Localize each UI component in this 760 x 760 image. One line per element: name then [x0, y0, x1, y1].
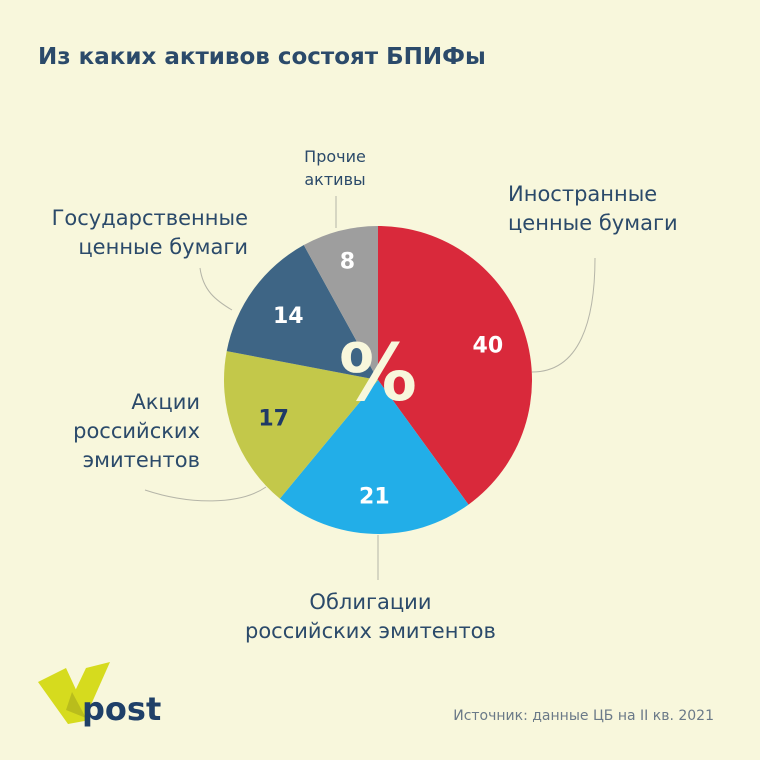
pie-slice	[279, 380, 469, 534]
logo: post	[38, 662, 168, 736]
pie-slice	[226, 245, 378, 380]
label-line: Иностранные	[508, 182, 658, 206]
slice-value-label: 17	[258, 407, 289, 432]
label-line: эмитентов	[82, 448, 200, 472]
leader-line-foreign	[531, 257, 596, 373]
leader-line-gov	[199, 267, 233, 311]
label-line: российских	[73, 419, 200, 443]
label-line: ценные бумаги	[508, 211, 678, 235]
pie-slice	[224, 351, 378, 499]
label-bonds: Облигации российских эмитентов	[245, 588, 496, 646]
label-line: Прочие	[304, 147, 366, 166]
pie-slice	[378, 226, 532, 505]
slice-value-label: 40	[473, 333, 504, 358]
label-line: ценные бумаги	[78, 235, 248, 259]
label-other: Прочие активы	[290, 145, 380, 191]
pie-slice	[303, 226, 378, 380]
label-foreign: Иностранные ценные бумаги	[508, 180, 678, 238]
percent-symbol: %	[339, 329, 417, 419]
label-line: Акции	[131, 390, 200, 414]
slice-value-label: 21	[359, 484, 390, 509]
label-stocks: Акции российских эмитентов	[73, 388, 200, 475]
label-line: российских эмитентов	[245, 619, 496, 643]
logo-text: post	[82, 690, 161, 728]
label-line: Облигации	[309, 590, 432, 614]
label-line: Государственные	[51, 206, 248, 230]
slice-value-label: 8	[340, 250, 355, 275]
leader-line-stocks	[144, 486, 267, 502]
label-line: активы	[304, 170, 366, 189]
logo-mark: post	[38, 662, 161, 728]
slice-value-label: 14	[273, 304, 304, 329]
chart-title: Из каких активов состоят БПИФы	[38, 44, 486, 70]
label-gov: Государственные ценные бумаги	[52, 204, 248, 262]
source-note: Источник: данные ЦБ на II кв. 2021	[453, 708, 714, 724]
